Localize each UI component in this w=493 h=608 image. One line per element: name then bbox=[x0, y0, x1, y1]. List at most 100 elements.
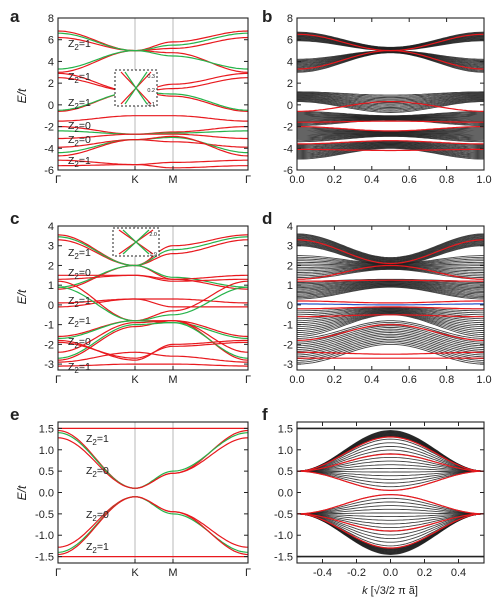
band-line bbox=[297, 147, 484, 160]
x-tick-label-d: 0.2 bbox=[327, 374, 342, 386]
band-line bbox=[297, 99, 484, 110]
inset-a: 0.3 0.2 0.1 bbox=[114, 69, 158, 108]
series-red-3 bbox=[297, 453, 484, 472]
y-tick-label-d: 4 bbox=[287, 221, 293, 233]
band-line bbox=[297, 470, 484, 488]
series-red-1 bbox=[297, 50, 484, 70]
band-line bbox=[297, 342, 484, 363]
series-red-4 bbox=[297, 470, 484, 492]
band-line bbox=[297, 91, 484, 96]
x-tick-label-d: 0.6 bbox=[402, 374, 417, 386]
band-line bbox=[297, 94, 484, 101]
band-line bbox=[297, 286, 484, 300]
inset-tick-label: 0.3 bbox=[147, 74, 155, 80]
y-tick-label-c: -2 bbox=[44, 339, 54, 351]
band-line bbox=[297, 512, 484, 515]
band-line bbox=[297, 470, 484, 477]
inset-curve-green bbox=[124, 71, 148, 105]
y-tick-label-e: 0.5 bbox=[39, 466, 54, 478]
y-tick-label-f: -0.5 bbox=[274, 509, 293, 521]
series-green-2 bbox=[58, 236, 248, 267]
y-tick-label-a: 4 bbox=[48, 56, 54, 68]
series-red-7 bbox=[58, 298, 248, 304]
x-tick-label-a: Γ bbox=[245, 174, 251, 186]
y-tick-label-b: 6 bbox=[287, 35, 293, 47]
y-tick-label-e: 1.5 bbox=[39, 423, 54, 435]
x-tick-label-b: 0.2 bbox=[327, 174, 342, 186]
plot-area-a bbox=[58, 18, 248, 170]
y-tick-label-a: -2 bbox=[44, 122, 54, 134]
inset-tick-label: 1.9 bbox=[149, 252, 157, 258]
y-tick-label-f: 1.0 bbox=[278, 445, 293, 457]
y-tick-label-e: -1.5 bbox=[35, 552, 54, 564]
band-line bbox=[297, 470, 484, 484]
series-red-13 bbox=[58, 139, 248, 148]
series-green-15 bbox=[58, 322, 248, 359]
band-line bbox=[297, 309, 484, 322]
z2-annotation: Z2=1 bbox=[68, 155, 91, 169]
band-line bbox=[297, 513, 484, 536]
series-green-2 bbox=[58, 432, 248, 489]
y-tick-label-f: -1.5 bbox=[274, 552, 293, 564]
band-line bbox=[297, 92, 484, 99]
band-line bbox=[297, 110, 484, 117]
x-tick-label-a: M bbox=[168, 174, 177, 186]
band-line bbox=[297, 281, 484, 287]
y-tick-label-b: -2 bbox=[283, 122, 293, 134]
band-line bbox=[297, 241, 484, 264]
x-tick-label-b: 0.8 bbox=[439, 174, 454, 186]
series-red-17 bbox=[58, 164, 248, 169]
y-tick-label-f: -1.0 bbox=[274, 530, 293, 542]
z2-annotation: Z2=0 bbox=[68, 134, 91, 148]
band-line bbox=[297, 93, 484, 100]
y-tick-label-d: 0 bbox=[287, 300, 293, 312]
x-tick-label-b: 1.0 bbox=[476, 174, 491, 186]
band-line bbox=[297, 497, 484, 515]
z2-annotation: Z2=1 bbox=[68, 361, 91, 375]
x-tick-label-a: Γ bbox=[55, 174, 61, 186]
series-red-7 bbox=[297, 513, 484, 549]
inset-c: 2.0 1.9 bbox=[112, 227, 160, 258]
y-axis-label-e: E/t bbox=[15, 485, 29, 500]
panel-a: -6 -4 -2 0 2 4 6 8 Γ K M Γa Z2=1 Z2=1 Z2=1 Z2=0Z2=0 Z2=1 bbox=[10, 7, 251, 186]
z2-annotation: Z2=1 bbox=[68, 315, 91, 329]
band-line bbox=[297, 467, 484, 472]
series-red-3 bbox=[58, 264, 248, 290]
band-line bbox=[297, 312, 484, 331]
series-red-8 bbox=[58, 298, 248, 308]
band-line bbox=[297, 266, 484, 270]
panel-e: -1.5 -1.0 -0.5 0.0 0.5 1.0 1.5 Γ K M Γe Z2=1 Z2=0 Z2=… bbox=[10, 405, 251, 579]
series-red-3 bbox=[297, 120, 484, 123]
band-line bbox=[297, 146, 484, 158]
z2-annotation: Z2=1 bbox=[68, 71, 91, 85]
z2-annotation: Z2=1 bbox=[86, 433, 109, 447]
plot-area-e bbox=[58, 422, 248, 563]
y-tick-label-a: 2 bbox=[48, 78, 54, 90]
y-tick-label-e: -1.0 bbox=[35, 530, 54, 542]
y-tick-label-e: 1.0 bbox=[39, 445, 54, 457]
band-line bbox=[297, 282, 484, 290]
band-b-2 bbox=[297, 91, 484, 113]
series-red-2 bbox=[297, 279, 484, 282]
series-red-6 bbox=[58, 496, 248, 556]
series-red-5 bbox=[297, 493, 484, 515]
band-line bbox=[297, 233, 484, 259]
axes-frame-c bbox=[57, 225, 249, 371]
series-red-3 bbox=[297, 300, 484, 304]
axes-frame-d bbox=[296, 225, 485, 371]
y-tick-label-d: -3 bbox=[283, 359, 293, 371]
series-red-6 bbox=[297, 513, 484, 532]
band-line bbox=[297, 321, 484, 341]
band-line bbox=[297, 238, 484, 262]
x-tick-label-b: 0.0 bbox=[289, 174, 304, 186]
band-line bbox=[297, 100, 484, 112]
panel-label-d: d bbox=[262, 209, 272, 228]
band-line bbox=[297, 470, 484, 480]
series-blue-5 bbox=[297, 303, 484, 306]
x-tick-label-f: 0.4 bbox=[451, 567, 466, 579]
y-tick-label-d: 1 bbox=[287, 280, 293, 292]
series-red-16 bbox=[58, 159, 248, 166]
band-line bbox=[297, 284, 484, 295]
x-tick-label-c: M bbox=[168, 374, 177, 386]
